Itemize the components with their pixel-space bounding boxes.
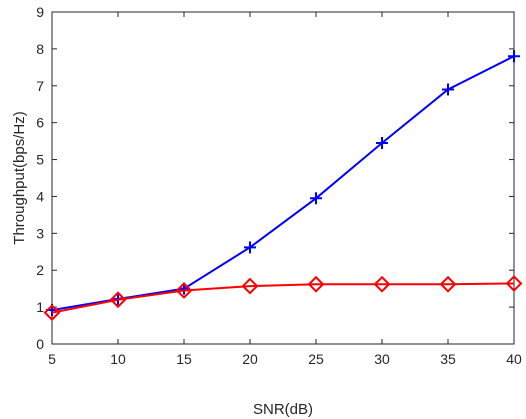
y-tick-label: 2	[36, 262, 44, 278]
series-2-line	[51, 282, 515, 314]
series-2-point	[109, 291, 127, 309]
y-axis-ticks: 0 1 2 3 4 5 6 7 8 9	[36, 4, 514, 352]
series-1-point	[376, 136, 388, 149]
y-tick-label: 0	[36, 336, 44, 352]
x-tick-label: 10	[110, 351, 126, 367]
x-tick-label: 20	[242, 351, 258, 367]
y-tick-label: 3	[36, 225, 44, 241]
x-tick-label: 25	[308, 351, 324, 367]
y-tick-label: 7	[36, 78, 44, 94]
series-2-point	[505, 275, 523, 292]
x-tick-label: 40	[506, 351, 522, 367]
series-2-point	[439, 275, 457, 293]
x-tick-label: 30	[374, 351, 390, 367]
series-1-point	[508, 50, 520, 63]
y-tick-label: 5	[36, 152, 44, 168]
series-2-point	[307, 275, 325, 293]
x-tick-label: 35	[440, 351, 456, 367]
series-layer	[43, 50, 523, 322]
x-axis-ticks: 5 10 15 20 25 30 35 40	[48, 12, 522, 367]
y-tick-label: 1	[36, 299, 44, 315]
y-tick-label: 9	[36, 4, 44, 20]
y-axis-label: Throughput(bps/Hz)	[11, 111, 28, 244]
series-2	[43, 275, 523, 322]
series-2-point	[175, 282, 193, 299]
x-tick-label: 15	[176, 351, 192, 367]
series-2-point	[241, 277, 259, 295]
series-1-point	[310, 192, 322, 205]
series-1-point	[244, 241, 256, 254]
series-1-point	[442, 83, 454, 96]
series-2-point	[373, 275, 391, 293]
plot-area	[51, 11, 515, 345]
y-tick-label: 4	[36, 188, 44, 204]
x-axis-label: SNR(dB)	[253, 401, 313, 418]
y-tick-label: 8	[36, 41, 44, 57]
series-2-point	[43, 304, 61, 322]
y-tick-label: 6	[36, 115, 44, 131]
x-tick-label: 5	[48, 351, 56, 367]
